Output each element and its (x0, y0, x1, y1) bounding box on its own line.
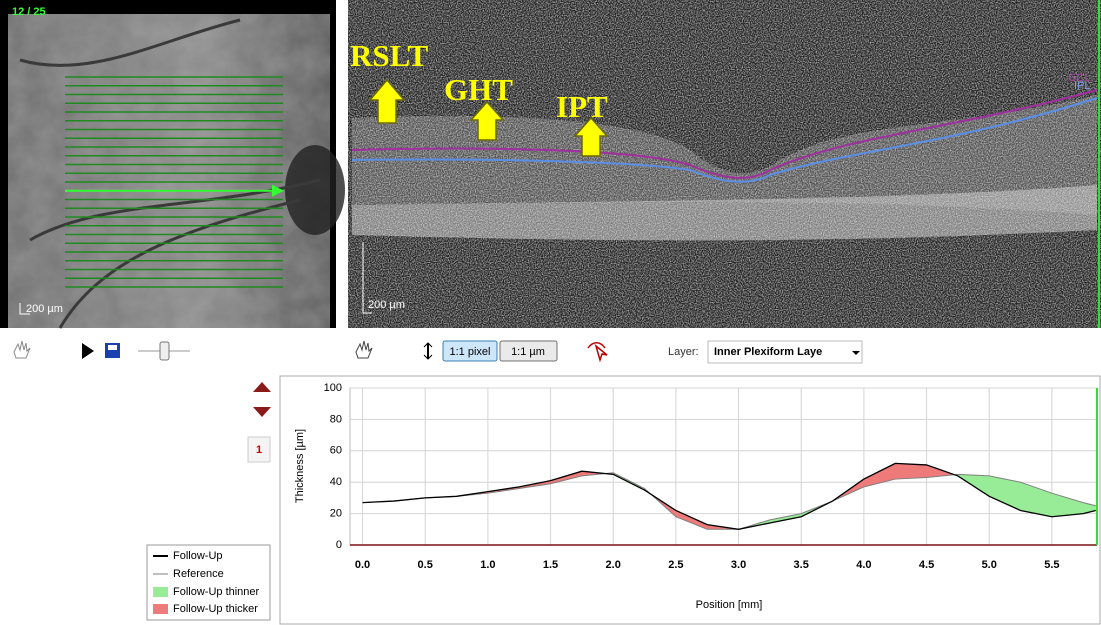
y-tick-label: 60 (330, 445, 342, 457)
slider-thumb[interactable] (160, 342, 169, 360)
x-tick-label: 5.5 (1044, 559, 1059, 571)
legend-label: Follow-Up thicker (173, 603, 258, 615)
x-tick-label: 1.5 (543, 559, 558, 571)
scan-counter: 12 / 25 (12, 6, 46, 18)
optic-disc (285, 145, 345, 235)
legend-label: Follow-Up (173, 550, 223, 562)
scale-label: 200 µm (26, 303, 63, 315)
x-tick-label: 5.0 (982, 559, 997, 571)
pan-icon[interactable] (356, 341, 372, 358)
difference-area (895, 463, 926, 479)
y-tick-label: 0 (336, 539, 342, 551)
page: {"fundus": {"counter": "12 / 25", "scale… (0, 0, 1101, 625)
chart: 0 20 40 60 80 100 0.0 0.5 1.0 1.5 2.0 2.5 3.0 3.5 4.0 4… (324, 382, 1097, 571)
legend-label: Follow-Up thinner (173, 586, 260, 598)
legend-swatch (153, 604, 168, 614)
scale-label: 200 µm (368, 299, 405, 311)
layer-caption: Layer: (668, 346, 699, 358)
x-tick-label: 3.0 (731, 559, 746, 571)
x-tick-label: 3.5 (794, 559, 809, 571)
fit-button[interactable] (424, 343, 432, 359)
screen: 12 / 25 200 µm GCL IPL RSLT GHT IPT 200 … (0, 0, 1101, 625)
fundus-texture (8, 14, 330, 328)
plot-area (350, 388, 1097, 545)
layer-dropdown-value[interactable]: Inner Plexiform Laye (714, 346, 822, 358)
x-tick-label: 0.0 (355, 559, 370, 571)
toolbar: 1:1 pixel 1:1 µm Layer: Inner Plexiform … (14, 341, 862, 363)
y-tick-label: 100 (324, 382, 342, 394)
side-panel: 1 Follow-Up Reference Follow-Up thinner Fol… (147, 382, 271, 620)
x-axis-label: Position [mm] (696, 599, 763, 611)
down-button[interactable] (253, 407, 271, 417)
y-tick-label: 40 (330, 476, 342, 488)
x-tick-label: 1.0 (480, 559, 495, 571)
pan-icon[interactable] (14, 341, 30, 358)
annotation: IPT (556, 89, 608, 124)
annotation: GHT (444, 72, 513, 107)
y-tick-label: 20 (330, 508, 342, 520)
up-button[interactable] (253, 382, 271, 392)
layer-label: IPL (1074, 80, 1091, 92)
zoom-button-label[interactable]: 1:1 pixel (450, 346, 491, 358)
x-tick-label: 2.0 (606, 559, 621, 571)
x-tick-label: 4.5 (919, 559, 934, 571)
bscan-panel: GCL IPL RSLT GHT IPT 200 µm (348, 0, 1101, 328)
speckle (348, 0, 1101, 328)
zoom-button-label[interactable]: 1:1 µm (511, 346, 545, 358)
fundus-panel: 12 / 25 200 µm (0, 0, 345, 328)
x-tick-label: 0.5 (418, 559, 433, 571)
legend-label: Reference (173, 568, 224, 580)
x-tick-label: 2.5 (668, 559, 683, 571)
play-button[interactable] (82, 343, 94, 359)
x-tick-label: 4.0 (856, 559, 871, 571)
y-tick-label: 80 (330, 413, 342, 425)
legend-swatch (153, 587, 168, 597)
page-number: 1 (256, 444, 262, 456)
save-button[interactable] (105, 343, 120, 358)
y-axis-label: Thickness [µm] (294, 429, 306, 503)
layer-edit-icon[interactable] (588, 343, 607, 360)
annotation: RSLT (350, 38, 428, 73)
